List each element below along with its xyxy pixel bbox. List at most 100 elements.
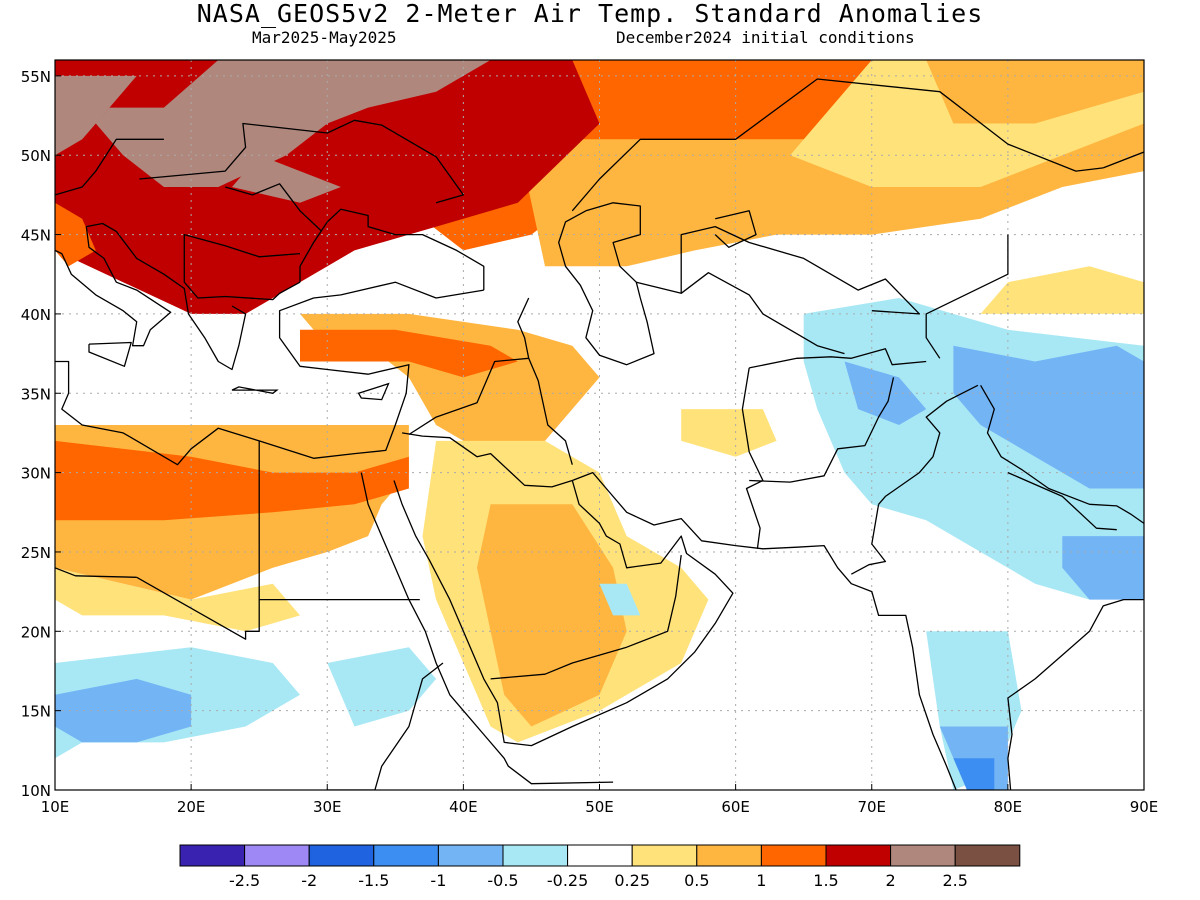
coastline bbox=[572, 471, 957, 790]
forecast-period: Mar2025-May2025 bbox=[252, 28, 397, 47]
colorbar-label: 1.5 bbox=[813, 871, 838, 890]
colorbar-swatch bbox=[244, 844, 310, 867]
coastline bbox=[1007, 472, 1117, 531]
colorbar-label: -0.25 bbox=[547, 871, 588, 890]
coastline bbox=[360, 472, 614, 785]
anomaly-region-tibet bbox=[1062, 536, 1144, 600]
axis-labels: 10E 20E 30E 40E 50E 60E 70E 80E 90E 10N 15N 20N 25N 3… bbox=[21, 68, 1159, 816]
coastline bbox=[680, 225, 921, 315]
coastline bbox=[55, 567, 137, 578]
anomaly-region-tibet bbox=[55, 678, 192, 743]
colorbar-label: -2.5 bbox=[229, 871, 260, 890]
y-tick-label: 30N bbox=[21, 465, 51, 483]
x-tick-label: 10E bbox=[41, 798, 70, 816]
island-outline bbox=[357, 382, 390, 401]
coastline bbox=[850, 504, 887, 575]
coastline bbox=[393, 480, 734, 747]
colorbar-swatch bbox=[631, 844, 698, 867]
anomaly-region-caspian-central-asia bbox=[55, 440, 409, 521]
colorbar-swatch bbox=[437, 844, 504, 867]
anomaly-region-eastern-europe-ukraine bbox=[232, 155, 341, 203]
y-tick-label: 45N bbox=[21, 227, 51, 245]
coastline bbox=[490, 555, 682, 680]
coastline bbox=[86, 222, 247, 371]
coastline bbox=[139, 119, 465, 204]
colorbar-swatch bbox=[502, 844, 569, 867]
colorbar-label: 1 bbox=[756, 871, 766, 890]
coastline bbox=[980, 384, 1144, 524]
coastline bbox=[88, 341, 132, 367]
coastline bbox=[55, 226, 172, 347]
anomaly-region-west-africa bbox=[327, 647, 437, 727]
coastline bbox=[327, 662, 444, 790]
x-tick-label: 80E bbox=[994, 798, 1023, 816]
anomaly-region-arabia bbox=[681, 409, 777, 457]
coastline bbox=[55, 138, 164, 196]
coastline bbox=[878, 384, 979, 505]
anomaly-region-arabia bbox=[55, 567, 300, 632]
colorbar-swatch bbox=[567, 844, 633, 867]
anomaly-region-eastern-europe-ukraine bbox=[55, 60, 491, 187]
colorbar-label: -2 bbox=[301, 871, 317, 890]
anomaly-region-tibet bbox=[953, 345, 1144, 489]
coastline bbox=[749, 348, 927, 369]
coastline bbox=[299, 208, 485, 291]
y-tick-label: 55N bbox=[21, 68, 51, 86]
plot-frame bbox=[54, 59, 1145, 791]
colorbar-label: -1.5 bbox=[358, 871, 389, 890]
grid-lines bbox=[54, 60, 1145, 791]
anomaly-region-caspian-central-asia bbox=[55, 202, 96, 267]
colorbar-swatch bbox=[890, 844, 956, 867]
colorbar: -2.5 -2 -1.5 -1 -0.5 -0.25 0.25 0.5 1 1.5 2 2.5 bbox=[179, 844, 1021, 890]
coastline bbox=[571, 78, 1104, 212]
colorbar-swatch bbox=[696, 844, 762, 867]
initial-conditions: December2024 initial conditions bbox=[616, 28, 915, 47]
chart-title: NASA_GEOS5v2 2-Meter Air Temp. Standard … bbox=[196, 0, 984, 28]
anomaly-region-north-africa-levant bbox=[477, 504, 627, 727]
y-tick-label: 15N bbox=[21, 703, 51, 721]
coastline bbox=[408, 297, 530, 436]
y-tick-label: 20N bbox=[21, 623, 51, 641]
y-tick-label: 10N bbox=[21, 782, 51, 800]
anomaly-region-arabia bbox=[980, 266, 1144, 314]
anomaly-region-tibet bbox=[844, 361, 927, 425]
coastline bbox=[183, 233, 301, 301]
coastline bbox=[136, 440, 260, 640]
x-tick-label: 40E bbox=[449, 798, 478, 816]
colorbar-swatch bbox=[179, 844, 246, 867]
x-tick-label: 60E bbox=[721, 798, 750, 816]
y-tick-label: 50N bbox=[21, 147, 51, 165]
colorbar-swatch bbox=[373, 844, 439, 867]
colorbar-label: 2.5 bbox=[942, 871, 967, 890]
island-outline bbox=[231, 386, 279, 394]
y-tick-label: 40N bbox=[21, 306, 51, 324]
x-tick-label: 70E bbox=[857, 798, 886, 816]
coastline bbox=[925, 234, 1009, 359]
x-tick-label: 20E bbox=[177, 798, 206, 816]
coastline bbox=[749, 377, 895, 483]
colorbar-swatch bbox=[760, 844, 827, 867]
colorbar-swatch bbox=[954, 844, 1021, 867]
coastline bbox=[528, 358, 573, 465]
x-tick-label: 30E bbox=[313, 798, 342, 816]
coastline bbox=[1007, 598, 1144, 790]
coastline bbox=[225, 183, 323, 232]
coastline bbox=[558, 202, 655, 366]
anomaly-fill-layer bbox=[55, 60, 1144, 790]
coastline bbox=[401, 432, 573, 488]
anomaly-region-west-africa bbox=[599, 583, 641, 616]
coastline bbox=[741, 367, 764, 549]
x-tick-label: 90E bbox=[1130, 798, 1159, 816]
colorbar-label: 2 bbox=[886, 871, 896, 890]
colorbar-label: -1 bbox=[430, 871, 446, 890]
colorbar-swatch bbox=[825, 844, 892, 867]
x-tick-label: 50E bbox=[585, 798, 614, 816]
colorbar-label: 0.25 bbox=[614, 871, 650, 890]
coastlines bbox=[55, 78, 1144, 790]
anomaly-region-india-south bbox=[953, 758, 995, 790]
colorbar-label: -0.5 bbox=[487, 871, 518, 890]
y-tick-label: 35N bbox=[21, 385, 51, 403]
colorbar-label: 0.5 bbox=[684, 871, 709, 890]
y-tick-label: 25N bbox=[21, 544, 51, 562]
